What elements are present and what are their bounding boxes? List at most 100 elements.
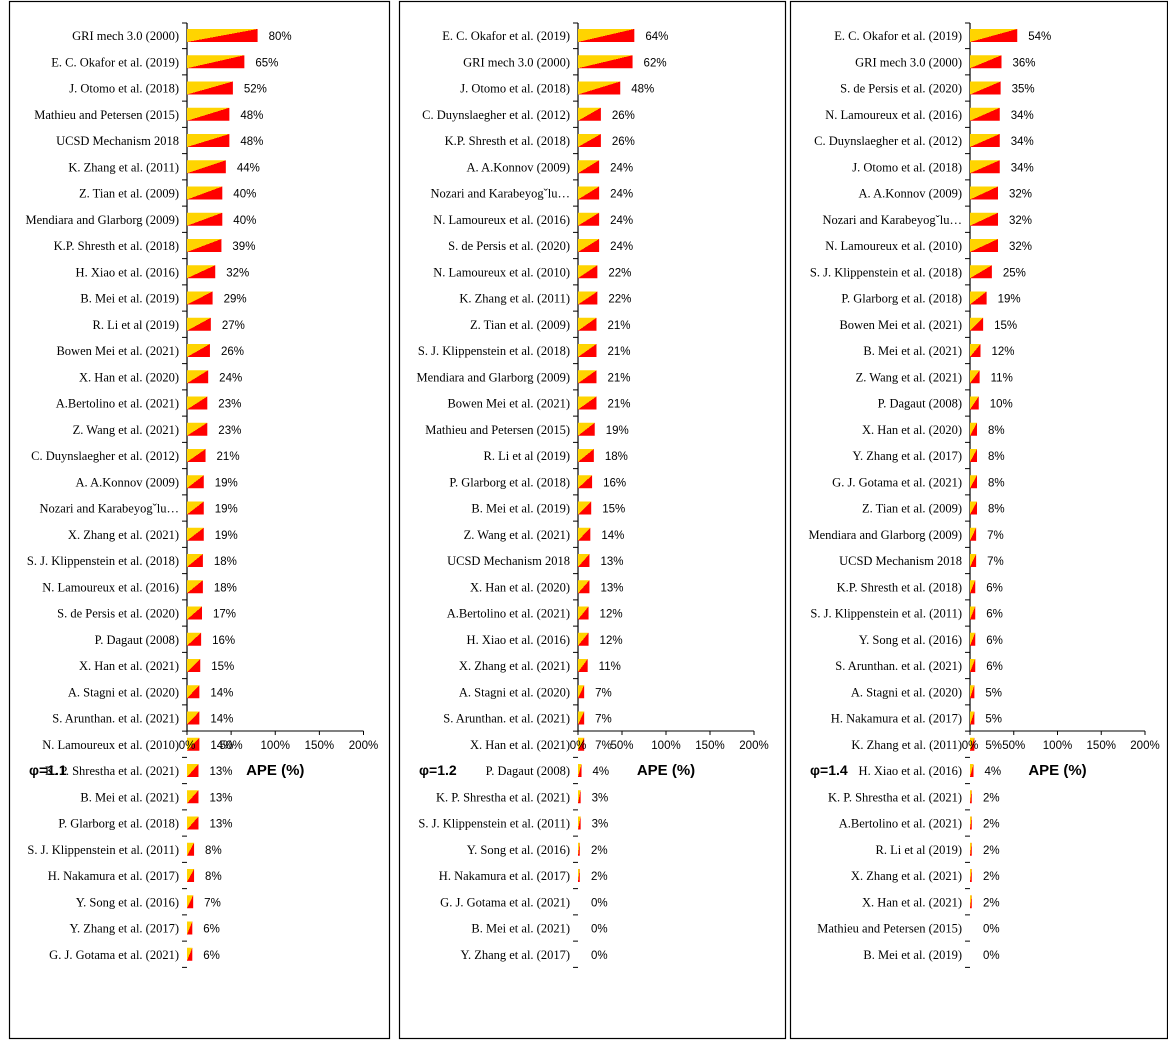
category-label: A. Stagni et al. (2020) (459, 685, 570, 699)
bar-row: J. Otomo et al. (2018) 34% (852, 160, 1034, 181)
bar-row: X. Zhang et al. (2021) 19% (68, 527, 238, 548)
data-label: 3% (592, 819, 609, 831)
bar-row: Mendiara and Glarborg (2009) 7% (808, 527, 1004, 548)
data-label: 11% (599, 661, 621, 673)
data-label: 6% (203, 924, 220, 936)
data-label: 7% (595, 740, 612, 752)
bar (970, 265, 992, 279)
data-label: 48% (240, 110, 263, 122)
bar (970, 396, 979, 410)
data-label: 10% (990, 399, 1013, 411)
data-label: 19% (215, 504, 238, 516)
bar (970, 422, 977, 436)
bar (578, 659, 588, 672)
bar (970, 685, 975, 699)
bar-row: X. Zhang et al. (2021) 2% (851, 869, 1000, 890)
bar-row: UCSD Mechanism 2018 13% (447, 554, 623, 575)
category-label: J. Otomo et al. (2018) (460, 82, 570, 96)
data-label: 26% (612, 136, 635, 148)
category-label: B. Mei et al. (2019) (863, 948, 962, 962)
category-label: S. Arunthan. et al. (2021) (443, 712, 570, 726)
category-label: N. Lamoureux et al. (2010) (433, 265, 570, 279)
data-label: 40% (233, 215, 256, 227)
data-label: 12% (600, 635, 623, 647)
category-label: Z. Wang et al. (2021) (856, 370, 962, 384)
category-label: UCSD Mechanism 2018 (839, 554, 962, 568)
bar-row: A. A.Konnov (2009) 32% (859, 186, 1032, 207)
category-label: C. Duynslaegher et al. (2012) (814, 134, 962, 148)
data-label: 16% (212, 635, 235, 647)
bar-row: A. Stagni et al. (2020) 7% (459, 685, 612, 706)
category-label: X. Han et al. (2020) (79, 370, 179, 384)
bar (970, 212, 998, 226)
bar-row: A. A.Konnov (2009) 19% (76, 475, 238, 496)
panel-frame (398, 0, 787, 1040)
data-label: 3% (592, 792, 609, 804)
data-label: 15% (211, 661, 234, 673)
bar-row: Bowen Mei et al. (2021) 21% (447, 396, 631, 417)
category-label: X. Zhang et al. (2021) (851, 869, 962, 883)
category-label: Y. Zhang et al. (2017) (461, 948, 570, 962)
data-label: 62% (644, 57, 667, 69)
bar (970, 790, 972, 804)
bar (970, 449, 977, 462)
category-label: K. Zhang et al. (2011) (68, 160, 179, 174)
category-label: B. Mei et al. (2021) (80, 790, 179, 804)
category-label: S. J. Klippenstein et al. (2018) (810, 265, 962, 279)
category-label: Y. Zhang et al. (2017) (70, 922, 179, 936)
category-label: G. J. Gotama et al. (2021) (832, 475, 962, 489)
category-label: X. Zhang et al. (2021) (68, 528, 179, 542)
x-tick-label: 200% (1130, 740, 1159, 752)
x-axis-title: APE (%) (1028, 762, 1086, 779)
bar-row: Y. Zhang et al. (2017) 8% (853, 449, 1005, 470)
data-label: 12% (992, 346, 1015, 358)
bar (187, 527, 204, 541)
bar (187, 921, 193, 935)
x-tick-label: 150% (695, 740, 724, 752)
category-label: S. de Persis et al. (2020) (840, 82, 962, 96)
data-label: 2% (983, 897, 1000, 909)
bar (970, 659, 976, 672)
bar-row: S. J. Klippenstein et al. (2011) 8% (27, 842, 222, 863)
bar-row: N. Lamoureux et al. (2010) 14% (42, 737, 233, 758)
data-label: 11% (991, 372, 1013, 384)
bar (187, 160, 226, 174)
bar (578, 842, 580, 856)
bar (970, 81, 1001, 95)
x-tick-label: 200% (739, 740, 768, 752)
data-label: 8% (988, 504, 1005, 516)
bar (970, 186, 998, 200)
bar-row: B. Mei et al. (2021) 0% (471, 922, 608, 942)
bar (187, 816, 199, 830)
data-label: 21% (607, 346, 630, 358)
bar-row: Y. Zhang et al. (2017) 0% (461, 948, 608, 968)
bar (970, 554, 977, 567)
data-label: 8% (988, 425, 1005, 437)
panels-layer: GRI mech 3.0 (2000) 80% E. C. Okafor et al… (8, 0, 1168, 1040)
bar-row: G. J. Gotama et al. (2021) 0% (440, 895, 608, 916)
bar-row: GRI mech 3.0 (2000) 62% (463, 55, 667, 76)
bar (187, 186, 223, 200)
category-label: Z. Wang et al. (2021) (464, 528, 570, 542)
category-label: UCSD Mechanism 2018 (447, 554, 570, 568)
data-label: 27% (222, 320, 245, 332)
category-label: C. Duynslaegher et al. (2012) (422, 108, 570, 122)
bar (578, 580, 590, 594)
data-label: 6% (986, 582, 1003, 594)
bar-row: Z. Tian et al. (2009) 8% (862, 501, 1005, 522)
bar (187, 659, 201, 672)
bar (970, 160, 1000, 174)
data-label: 2% (983, 792, 1000, 804)
category-label: X. Han et al. (2021) (470, 738, 570, 752)
data-label: 15% (602, 504, 625, 516)
bar-row: A.Bertolino et al. (2021) 12% (447, 606, 623, 627)
data-label: 18% (214, 582, 237, 594)
category-label: X. Han et al. (2020) (470, 580, 570, 594)
data-label: 14% (210, 740, 233, 752)
bar-row: X. Zhang et al. (2021) 11% (459, 659, 621, 680)
bar-row: C. Duynslaegher et al. (2012) 26% (422, 107, 635, 128)
x-tick-label: 50% (1002, 740, 1025, 752)
category-label: J. Otomo et al. (2018) (852, 160, 962, 174)
data-label: 18% (605, 451, 628, 463)
bar (187, 107, 230, 121)
